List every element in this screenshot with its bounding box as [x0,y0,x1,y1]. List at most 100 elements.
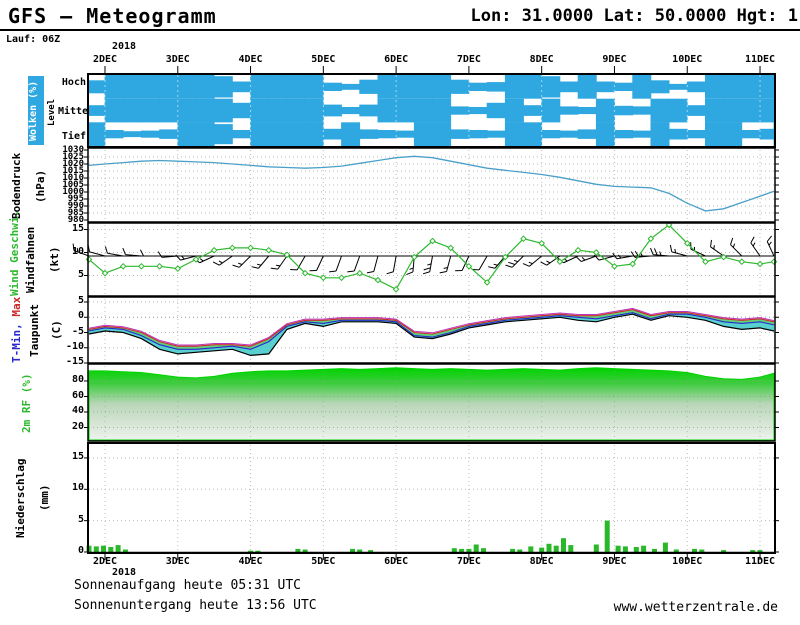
windbarb-stem [238,255,251,268]
windbarb-stem [73,250,90,257]
windbarb-stem [563,255,579,264]
cloud-cover-cell-tief [413,122,433,146]
precip-bar [357,549,363,552]
cloud-cover-cell-tief [159,129,179,139]
precip-bar [93,546,99,552]
precip-bar [350,548,355,552]
windbarb-tick [157,251,163,258]
windbarb-tick [104,246,108,254]
windbarb-tick [443,267,448,269]
cloud-cover-cell-mittel [450,106,470,115]
cloud-cover-cell-mittel [686,105,706,116]
cloud-cover-cell-hoch [322,82,342,91]
y-tick-label: 995 [67,194,84,204]
wind-speed-marker [374,276,382,284]
windbarb-stem [653,254,670,257]
cloud-cover-cell-hoch [341,83,361,90]
cloud-cover-cell-tief [213,124,233,145]
cloud-cover-cell-mittel [432,98,452,123]
cloud-cover-cell-hoch [268,75,288,99]
cloud-cover-cell-tief [686,130,706,139]
cloud-cover-cell-mittel [759,98,775,123]
x-tick-label: 2DEC [92,556,118,567]
y-tick-label: 1005 [62,180,84,190]
wind-speed-marker [683,239,691,247]
cloud-cover-cell-mittel [504,98,524,123]
wind-speed-marker [738,258,746,266]
cloud-cover-cell-mittel [304,98,324,123]
y-tick-label: 1020 [62,159,84,169]
cloud-cover-cell-tief [122,131,142,138]
x-tick-label: 8DEC [529,556,554,567]
wind-speed-marker [770,258,778,266]
year-label-top: 2018 [112,41,137,52]
y-tick-label: 0 [77,310,84,322]
wind-speed-marker [756,260,764,268]
wind-speed-marker [283,251,291,259]
panel-border [87,147,776,223]
cloud-cover-cell-hoch [359,79,379,94]
y-tick-label: 40 [71,405,84,416]
wind-speed-marker [501,253,509,261]
dewpoint-line [88,313,775,357]
windbarb-tick [546,260,551,264]
cloud-cover-cell-mittel [104,98,124,123]
windbarb-tick [593,254,600,261]
precip-bar [641,545,647,552]
windbarb-stem [316,255,324,271]
cloud-cover-cell-tief [450,129,470,139]
cloud-cover-cell-mittel [577,107,597,115]
windbarb-tick [386,271,394,275]
precip-bar [662,542,668,552]
cloud-cover-cell-mittel [88,105,106,116]
precip-bar [108,547,114,552]
precip-bar [473,544,479,552]
wind-speed-marker [320,274,327,282]
wind-speed-marker [265,246,273,254]
windbarb-tick [766,235,772,242]
windbarb-stem [478,255,488,271]
cloud-cover-cell-tief [759,128,775,140]
cloud-cover-cell-hoch [286,75,306,99]
cloud-cover-cell-tief [468,130,488,139]
cloud-cover-cell-tief [195,122,215,146]
wind-speed-marker [392,285,400,293]
windbarb-stem [710,246,724,257]
wind-speed-marker [447,244,455,252]
cloud-cover-cell-mittel [595,98,615,123]
cloud-cover-cell-hoch [759,75,775,99]
cloud-cover-cell-tief [88,122,106,146]
wind-speed-marker [156,262,163,270]
cloud-cover-cell-tief [377,130,397,139]
windbarb-stem [353,255,361,272]
windbarb-tick [669,244,673,252]
wind-speed-marker [338,274,345,282]
page-title: GFS – Meteogramm [8,4,217,28]
precip-bar [692,548,697,552]
cloud-cover-cell-mittel [268,98,288,123]
windbarb-tick [618,254,622,259]
cloud-cover-cell-tief [614,130,634,139]
wind-speed-marker [574,246,582,254]
windbarb-tick [750,236,755,244]
windbarb-stem [750,242,761,257]
windbarb-tick [276,264,281,267]
wind-speed-marker [702,258,709,266]
cloud-cover-cell-hoch [541,76,561,98]
windbarb-tick [488,266,496,269]
cloud-cover-cell-mittel [468,107,488,115]
cloud-cover-cell-tief [523,122,543,146]
windbarb-tick [175,254,181,261]
cloud-cover-cell-tief [341,122,361,146]
y-tick-label: 80 [71,374,84,385]
windbarb-tick [674,248,677,253]
windbarb-tick [508,261,516,265]
wind-speed-marker [247,244,254,252]
cloud-cover-cell-mittel [159,98,179,123]
y-tick-label: 990 [67,201,84,211]
sunrise-text: Sonnenaufgang heute 05:31 UTC [74,578,301,593]
windbarb-tick [752,242,756,247]
y-tick-label: 1010 [62,173,84,183]
x-tick-label: 3DEC [165,556,190,567]
